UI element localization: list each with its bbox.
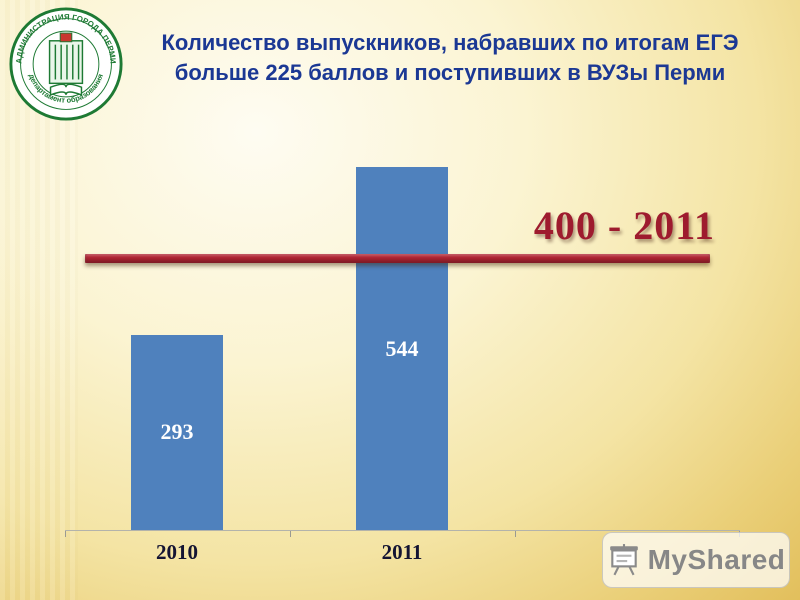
category-label-2010: 2010	[156, 540, 198, 564]
category-label-2011: 2011	[381, 540, 423, 564]
watermark-label: MyShared	[647, 544, 786, 575]
axis-tick	[290, 531, 291, 537]
projector-screen-icon	[609, 544, 638, 576]
bar-value-label: 544	[385, 335, 419, 361]
reference-line-label: 400 - 2011	[533, 203, 715, 249]
x-axis-line	[65, 530, 740, 531]
slide-title: Количество выпускников, набравших по ито…	[161, 30, 739, 85]
myshared-watermark[interactable]: MyShared	[602, 532, 790, 588]
perm-administration-emblem: АДМИНИСТРАЦИЯ ГОРОДА ПЕРМИ департамент о…	[8, 6, 124, 127]
bar-2010: 293	[131, 334, 223, 530]
emblem-icon: АДМИНИСТРАЦИЯ ГОРОДА ПЕРМИ департамент о…	[9, 7, 123, 121]
bar-chart: 293 544 400 - 2011 2010 2011	[65, 150, 740, 564]
bar-value-label: 293	[160, 419, 194, 445]
bar-2011: 544	[356, 167, 448, 530]
emblem-building-icon	[48, 32, 84, 96]
axis-tick	[65, 531, 66, 537]
reference-line	[85, 254, 710, 264]
axis-tick	[515, 531, 516, 537]
